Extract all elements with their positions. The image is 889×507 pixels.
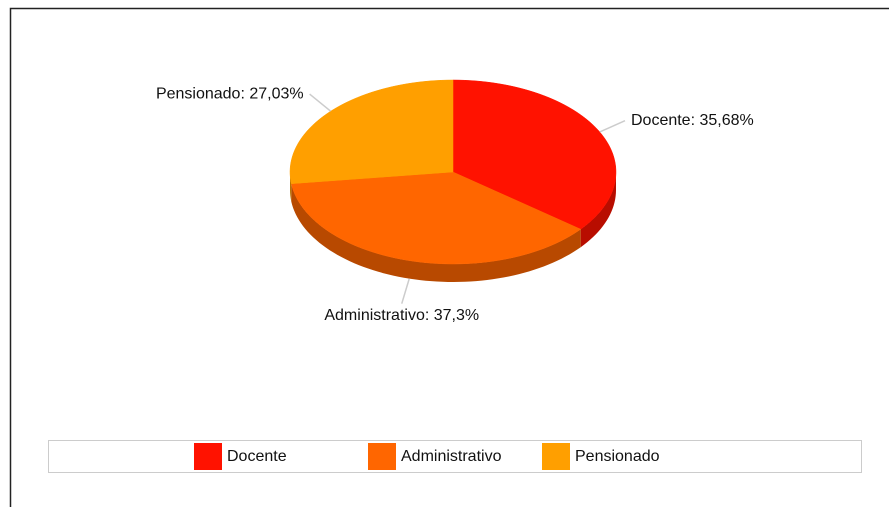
slice-top [452,79,617,230]
data-label: Pensionado: 27,03% [156,85,304,102]
legend-label: Docente [227,448,287,465]
slice-side [291,183,581,282]
slice [291,171,582,282]
legend-label: Pensionado [575,448,660,465]
slice-top [289,79,454,184]
legend-box [48,440,862,473]
leader-line [309,93,332,112]
slice [452,79,617,248]
slice-top [291,171,582,265]
leader-line [599,119,626,133]
legend-swatch [368,443,396,470]
legend-swatch [194,443,222,470]
legend-label: Administrativo [401,448,502,465]
leader-line [401,278,410,304]
legend-swatch [542,443,570,470]
slice-side [580,172,616,248]
data-label: Administrativo: 37,3% [324,307,479,324]
data-label: Docente: 35,68% [631,112,754,129]
slice [289,79,454,202]
